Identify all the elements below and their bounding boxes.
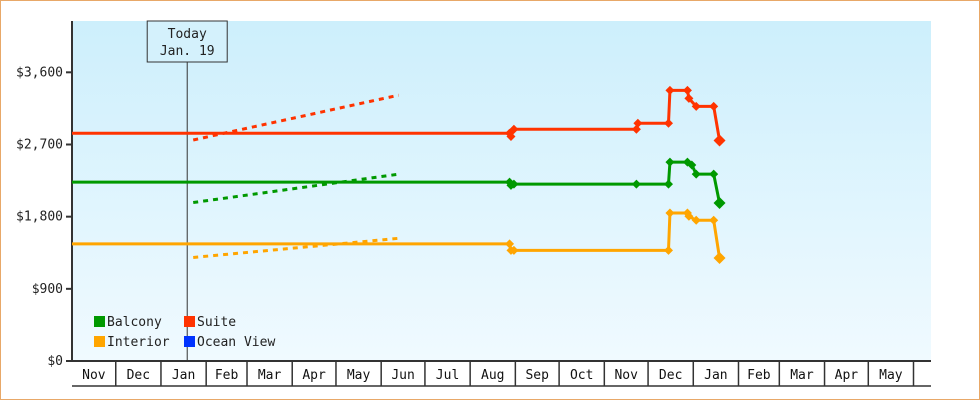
x-tick-label: May xyxy=(347,368,371,383)
legend-label: Suite xyxy=(197,315,236,330)
data-point xyxy=(509,124,519,134)
data-point xyxy=(684,211,694,221)
data-point xyxy=(505,239,515,249)
x-tick-label: Sep xyxy=(525,368,549,383)
data-point xyxy=(633,118,643,128)
y-tick-label: $2,700 xyxy=(16,137,63,152)
legend-swatch xyxy=(94,336,105,347)
data-point xyxy=(631,179,641,189)
legend-swatch xyxy=(184,316,195,327)
x-tick-label: Aug xyxy=(481,368,504,383)
data-point xyxy=(665,157,675,167)
x-tick-label: Jun xyxy=(391,368,414,383)
data-point xyxy=(663,245,673,255)
data-point xyxy=(509,179,519,189)
projection-line xyxy=(193,172,399,205)
x-tick-label: Nov xyxy=(614,368,638,383)
y-tick-label: $900 xyxy=(32,282,63,297)
legend-label: Ocean View xyxy=(197,335,275,350)
x-tick-label: Apr xyxy=(835,368,859,383)
data-point xyxy=(505,128,515,138)
data-point xyxy=(663,179,673,189)
legend-swatch xyxy=(184,336,195,347)
data-point xyxy=(665,85,675,95)
x-tick-label: Mar xyxy=(258,368,282,383)
data-point xyxy=(631,124,641,134)
data-point xyxy=(684,93,694,103)
data-point xyxy=(505,177,515,187)
today-date: Jan. 19 xyxy=(160,44,215,59)
x-tick-label: Jan xyxy=(172,368,195,383)
data-point xyxy=(713,251,726,264)
x-tick-label: May xyxy=(879,368,903,383)
data-point xyxy=(691,215,701,225)
data-point xyxy=(509,245,519,255)
data-point xyxy=(713,197,726,210)
x-tick-label: Oct xyxy=(570,368,593,383)
data-point xyxy=(687,160,697,170)
data-point xyxy=(713,134,726,147)
data-point xyxy=(709,101,719,111)
x-tick-label: Feb xyxy=(747,368,771,383)
x-tick-label: Feb xyxy=(215,368,239,383)
x-tick-label: Dec xyxy=(659,368,682,383)
data-point xyxy=(691,169,701,179)
data-point xyxy=(709,215,719,225)
data-point xyxy=(682,85,692,95)
x-tick-label: Jan xyxy=(704,368,727,383)
legend-swatch xyxy=(94,316,105,327)
data-point xyxy=(709,169,719,179)
y-tick-label: $0 xyxy=(47,354,63,369)
y-tick-label: $3,600 xyxy=(16,65,63,80)
x-tick-label: Apr xyxy=(302,368,326,383)
x-tick-label: Jul xyxy=(436,368,459,383)
data-point xyxy=(663,118,673,128)
x-tick-label: Nov xyxy=(82,368,106,383)
data-point xyxy=(506,131,516,141)
today-label: Today xyxy=(168,27,207,42)
data-point xyxy=(691,101,701,111)
x-tick-label: Mar xyxy=(790,368,814,383)
projection-line xyxy=(193,236,399,259)
y-tick-label: $1,800 xyxy=(16,210,63,225)
data-point xyxy=(665,208,675,218)
plot-area xyxy=(72,21,931,361)
today-box xyxy=(146,20,228,63)
x-tick-label: Dec xyxy=(127,368,150,383)
legend-label: Interior xyxy=(107,335,170,350)
legend-label: Balcony xyxy=(107,315,162,330)
